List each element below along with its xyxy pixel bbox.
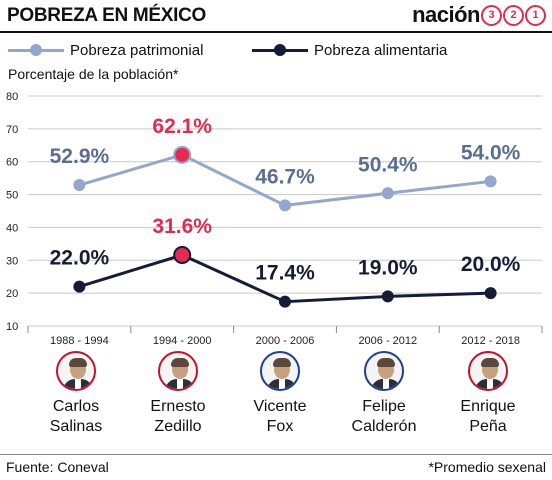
y-tick-label: 70	[6, 124, 18, 136]
president-salinas: Carlos Salinas	[24, 345, 128, 437]
y-tick-label: 30	[6, 255, 18, 267]
presidents-row: Carlos Salinas Ernesto Zedillo Vicente Fox …	[0, 345, 552, 450]
president-name: Enrique Peña	[460, 398, 516, 435]
header-rule	[0, 31, 552, 33]
data-label-alimentaria: 20.0%	[461, 253, 521, 276]
president-pena: Enrique Peña	[436, 345, 540, 437]
y-tick-label: 50	[6, 190, 18, 202]
legend-marker-alimentaria	[274, 44, 286, 56]
data-point-alimentaria	[484, 287, 497, 300]
data-label-patrimonial: 54.0%	[461, 141, 521, 164]
y-axis-label: Porcentaje de la población*	[8, 66, 179, 82]
legend-swatch-patrimonial	[8, 36, 64, 64]
x-tick-label: 2000 - 2006	[256, 335, 315, 344]
data-point-patrimonial	[173, 145, 192, 164]
legend: Pobreza patrimonial Pobreza alimentaria	[0, 36, 552, 64]
data-point-patrimonial	[381, 187, 394, 200]
y-tick-label: 10	[6, 321, 18, 333]
y-tick-label: 80	[6, 91, 18, 103]
data-point-alimentaria	[381, 290, 394, 303]
avatar	[364, 351, 404, 391]
y-tick-label: 60	[6, 157, 18, 169]
y-tick-label: 40	[6, 222, 18, 234]
brand-digit-3: 1	[525, 4, 546, 26]
avatar	[468, 351, 508, 391]
data-label-alimentaria: 19.0%	[358, 256, 418, 279]
legend-item-patrimonial: Pobreza patrimonial	[8, 36, 203, 64]
footnote: *Promedio sexenal	[428, 459, 546, 475]
x-tick-label: 1994 - 2000	[153, 335, 212, 344]
footer: Fuente: Coneval *Promedio sexenal	[0, 452, 552, 480]
legend-item-alimentaria: Pobreza alimentaria	[252, 36, 447, 64]
header: POBREZA EN MÉXICO nación 3 2 1	[0, 0, 552, 30]
data-point-patrimonial	[484, 175, 497, 188]
data-label-patrimonial: 50.4%	[358, 153, 418, 176]
president-name: Vicente Fox	[253, 398, 307, 435]
avatar	[158, 351, 198, 391]
president-name: Ernesto Zedillo	[150, 398, 206, 435]
brand-logo: nación 3 2 1	[412, 2, 546, 28]
brand-digit-1: 3	[481, 4, 502, 26]
data-point-patrimonial	[279, 199, 291, 212]
footer-rule	[0, 454, 552, 455]
president-name: Carlos Salinas	[49, 398, 103, 435]
president-name: Felipe Calderón	[351, 398, 417, 435]
brand-digit-2: 2	[503, 4, 524, 26]
y-tick-label: 20	[6, 288, 18, 300]
avatar	[260, 351, 300, 391]
x-tick-label: 2006 - 2012	[358, 335, 417, 344]
source-note: Fuente: Coneval	[6, 459, 109, 475]
avatar	[56, 351, 96, 391]
legend-label-alimentaria: Pobreza alimentaria	[314, 41, 448, 59]
data-point-patrimonial	[73, 179, 86, 192]
data-point-alimentaria	[173, 246, 192, 265]
brand-text: nación	[412, 2, 480, 27]
president-fox: Vicente Fox	[228, 345, 332, 437]
line-chart: 10 20 30 40 50 60 70 80 1988 - 1994 1994 - 2000 20…	[6, 91, 543, 344]
data-point-alimentaria	[73, 280, 86, 293]
page-title: POBREZA EN MÉXICO	[7, 5, 206, 26]
data-label-alimentaria: 31.6%	[152, 215, 212, 238]
x-tick-label: 1988 - 1994	[50, 335, 109, 344]
legend-label-patrimonial: Pobreza patrimonial	[70, 41, 204, 59]
data-point-alimentaria	[279, 295, 291, 308]
president-calderon: Felipe Calderón	[332, 345, 436, 437]
data-label-patrimonial: 46.7%	[255, 165, 315, 188]
data-label-alimentaria: 22.0%	[50, 247, 110, 270]
data-label-alimentaria: 17.4%	[255, 262, 315, 285]
data-label-patrimonial: 62.1%	[152, 115, 212, 138]
legend-marker-patrimonial	[30, 44, 42, 56]
legend-swatch-alimentaria	[252, 36, 308, 64]
president-zedillo: Ernesto Zedillo	[126, 345, 230, 437]
x-tick-label: 2012 - 2018	[461, 335, 520, 344]
data-label-patrimonial: 52.9%	[50, 145, 110, 168]
